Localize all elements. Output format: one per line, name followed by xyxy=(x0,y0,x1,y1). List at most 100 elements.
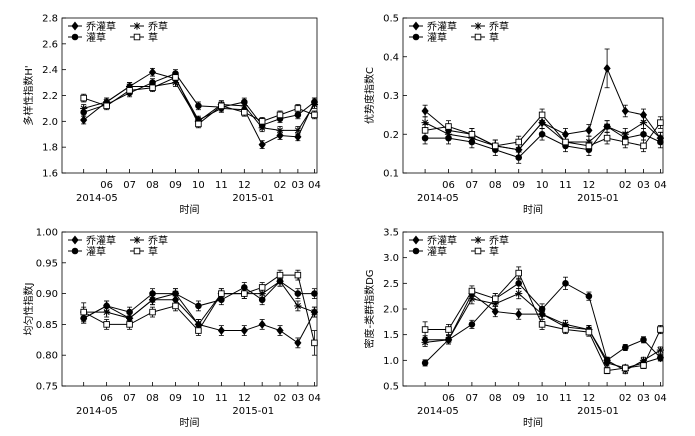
y-axis-label: 密度-类群指数DG xyxy=(363,269,376,348)
x-year-label: 2014-05 xyxy=(76,406,118,417)
data-point xyxy=(538,305,546,313)
data-point xyxy=(515,280,523,287)
x-tick-label: 07 xyxy=(123,180,136,191)
x-tick-label: 12 xyxy=(238,180,251,191)
x-tick-label: 02 xyxy=(619,393,632,404)
data-point xyxy=(603,63,611,73)
plot-frame xyxy=(61,231,318,387)
data-point-stroke xyxy=(311,309,318,316)
data-point xyxy=(603,123,611,130)
data-point xyxy=(468,295,476,303)
y-axis-label: 多样性指数H' xyxy=(22,65,35,125)
data-point xyxy=(621,106,629,116)
legend-label: 草 xyxy=(489,246,499,258)
data-point xyxy=(276,271,284,279)
legend-marker xyxy=(474,33,482,41)
y-tick-label: 0.5 xyxy=(383,382,399,393)
legend-marker xyxy=(71,33,79,41)
data-point xyxy=(103,302,110,310)
data-point xyxy=(603,367,611,374)
data-point xyxy=(80,115,88,125)
data-point xyxy=(148,67,157,77)
y-tick-label: 2.0 xyxy=(42,117,58,128)
data-point xyxy=(515,269,522,277)
series-3 xyxy=(80,275,318,324)
data-point xyxy=(149,84,156,91)
data-point-stroke xyxy=(515,290,522,297)
data-point xyxy=(603,134,611,142)
series-4 xyxy=(80,269,318,356)
data-point xyxy=(294,126,302,134)
data-point xyxy=(294,302,302,310)
x-year-label: 2014-05 xyxy=(76,193,118,204)
x-tick-label: 09 xyxy=(169,180,182,191)
legend-marker-stroke xyxy=(133,22,141,30)
data-point xyxy=(258,296,266,304)
data-point xyxy=(656,346,664,354)
y-tick-label: 0.4 xyxy=(383,52,399,63)
legend-marker xyxy=(412,235,420,245)
data-point xyxy=(603,357,611,364)
data-point xyxy=(241,290,248,297)
data-point xyxy=(421,338,429,346)
data-point xyxy=(622,138,629,146)
x-tick-label: 11 xyxy=(215,180,228,191)
y-tick-label: 0.1 xyxy=(383,169,399,180)
data-point xyxy=(585,125,593,135)
data-point-stroke xyxy=(294,302,301,309)
data-point xyxy=(492,295,499,302)
data-point xyxy=(515,290,523,298)
data-point xyxy=(445,336,452,344)
data-point xyxy=(311,339,318,347)
x-axis-label: 时间 xyxy=(523,203,543,216)
x-tick-label: 09 xyxy=(512,393,525,404)
data-point xyxy=(258,118,266,125)
x-tick-label: 04 xyxy=(654,180,667,191)
x-year-label: 2015-01 xyxy=(577,406,619,417)
series-line xyxy=(424,121,661,151)
x-tick-label: 09 xyxy=(512,180,525,191)
x-tick-label: 08 xyxy=(146,393,159,404)
x-tick-label: 10 xyxy=(536,180,549,191)
y-tick-label: 2.4 xyxy=(42,65,58,76)
data-point xyxy=(218,102,225,110)
data-point xyxy=(468,130,476,138)
data-point xyxy=(657,326,664,333)
data-point xyxy=(640,336,647,344)
x-tick-label: 02 xyxy=(619,180,632,191)
data-point xyxy=(276,111,284,119)
y-tick-label: 0.85 xyxy=(36,320,58,331)
data-point-stroke xyxy=(562,321,569,328)
data-point xyxy=(80,108,87,116)
data-point-stroke xyxy=(468,295,475,302)
data-point xyxy=(172,290,179,297)
x-tick-label: 07 xyxy=(466,180,479,191)
legend-label: 乔灌草 xyxy=(86,235,116,247)
legend-marker xyxy=(412,21,420,31)
x-tick-label: 03 xyxy=(292,393,305,404)
legend-marker xyxy=(474,247,482,255)
x-tick-label: 04 xyxy=(654,393,667,404)
data-point xyxy=(149,290,156,297)
x-tick-label: 11 xyxy=(215,393,228,404)
data-point xyxy=(126,308,133,316)
data-point xyxy=(195,120,202,128)
data-point xyxy=(311,98,318,106)
x-tick-label: 12 xyxy=(238,393,251,404)
data-point-stroke xyxy=(640,119,647,126)
y-tick-label: 0.75 xyxy=(36,382,58,393)
series-line xyxy=(83,280,315,319)
x-tick-label: 08 xyxy=(146,180,159,191)
data-point-stroke xyxy=(149,296,156,303)
legend-label: 草 xyxy=(148,246,158,258)
data-point xyxy=(80,308,87,316)
data-point xyxy=(241,98,248,106)
legend-label: 乔草 xyxy=(148,21,168,33)
y-tick-label: 0.95 xyxy=(36,258,58,269)
legend-marker xyxy=(474,22,482,30)
data-point xyxy=(217,326,225,336)
x-axis-label: 时间 xyxy=(180,203,200,216)
